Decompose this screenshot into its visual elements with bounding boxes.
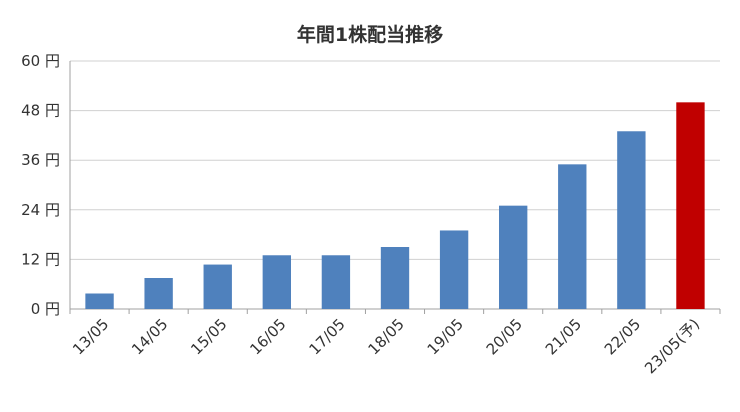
- bar: [558, 164, 587, 309]
- y-tick-label: 60 円: [21, 52, 60, 70]
- x-tick-label: 14/05: [128, 315, 171, 358]
- x-tick-label: 21/05: [542, 315, 585, 358]
- x-tick-label: 13/05: [69, 315, 112, 358]
- y-tick-label: 24 円: [21, 201, 60, 219]
- y-tick-label: 36 円: [21, 151, 60, 169]
- y-tick-label: 12 円: [21, 250, 60, 268]
- bar: [85, 293, 114, 309]
- x-tick-label: 15/05: [187, 315, 230, 358]
- bar: [499, 205, 528, 309]
- x-tick-label: 18/05: [365, 315, 408, 358]
- bar: [676, 102, 705, 309]
- bar: [380, 247, 410, 309]
- bar: [439, 230, 469, 309]
- bar: [321, 255, 351, 309]
- x-tick-label: 23/05(予): [641, 315, 703, 377]
- x-tick-label: 20/05: [483, 315, 526, 358]
- y-tick-label: 0 円: [31, 300, 60, 318]
- bar: [203, 264, 232, 309]
- bar: [617, 131, 646, 309]
- bar: [262, 255, 291, 309]
- y-tick-label: 48 円: [21, 102, 60, 120]
- x-tick-label: 17/05: [305, 315, 348, 358]
- x-tick-label: 19/05: [424, 315, 467, 358]
- chart-title: 年間1株配当推移: [296, 24, 444, 46]
- x-tick-label: 16/05: [246, 315, 289, 358]
- x-tick-label: 22/05: [601, 315, 644, 358]
- bar: [144, 278, 173, 309]
